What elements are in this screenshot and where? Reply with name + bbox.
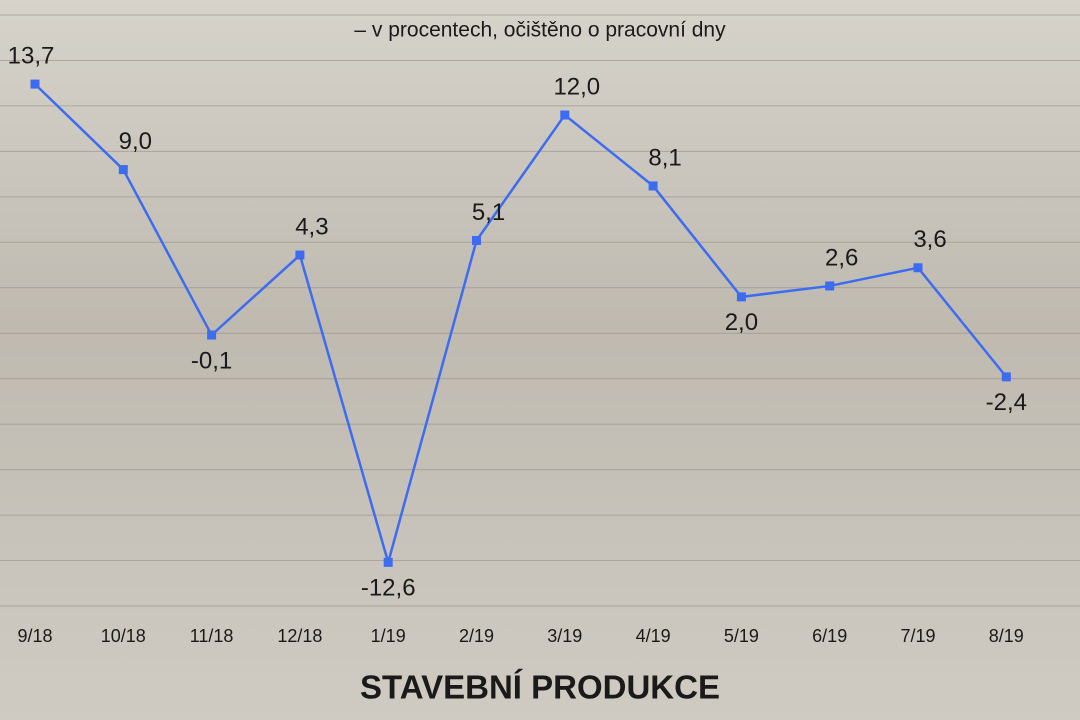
data-label: 12,0 (553, 73, 600, 100)
data-label: 5,1 (472, 199, 505, 226)
x-tick-label: 7/19 (900, 626, 935, 646)
data-label: 3,6 (913, 226, 946, 253)
data-label: 9,0 (119, 128, 152, 155)
x-tick-label: 4/19 (636, 626, 671, 646)
data-label: -0,1 (191, 347, 232, 374)
data-point (913, 263, 923, 273)
x-tick-label: 6/19 (812, 626, 847, 646)
data-label: 13,7 (8, 42, 55, 69)
plot: 13,7 9/18 9,0 10/18 -0,1 11/18 4,3 12/18 -12,6 1/… (8, 42, 1027, 645)
x-tick-label: 10/18 (101, 626, 146, 646)
x-tick-label: 1/19 (371, 626, 406, 646)
data-point (30, 79, 40, 89)
chart-subtitle: – v procentech, očištěno o pracovní dny (354, 19, 726, 42)
chart-title: STAVEBNÍ PRODUKCE (360, 669, 720, 706)
data-point (1001, 372, 1011, 382)
x-tick-label: 8/19 (989, 626, 1024, 646)
data-point (472, 235, 481, 245)
x-tick-label: 9/18 (17, 626, 52, 646)
data-label: 2,6 (825, 244, 858, 271)
data-point (383, 557, 393, 567)
grid (0, 14, 1080, 607)
x-tick-label: 11/18 (190, 626, 234, 646)
data-point (560, 110, 570, 120)
x-tick-label: 2/19 (459, 626, 494, 646)
x-tick-label: 3/19 (547, 626, 582, 646)
data-line (34, 83, 1008, 567)
data-point (207, 330, 217, 340)
data-point (648, 181, 658, 191)
data-point (118, 165, 128, 175)
data-label: 8,1 (648, 144, 681, 171)
data-label: -12,6 (361, 575, 416, 602)
data-label: 2,0 (725, 309, 758, 336)
data-point (736, 292, 746, 302)
data-label: 4,3 (295, 213, 328, 240)
data-point (825, 281, 835, 291)
data-label: -2,4 (986, 389, 1027, 416)
x-tick-label: 12/18 (277, 626, 322, 646)
data-point (295, 250, 305, 260)
x-tick-label: 5/19 (724, 626, 759, 646)
